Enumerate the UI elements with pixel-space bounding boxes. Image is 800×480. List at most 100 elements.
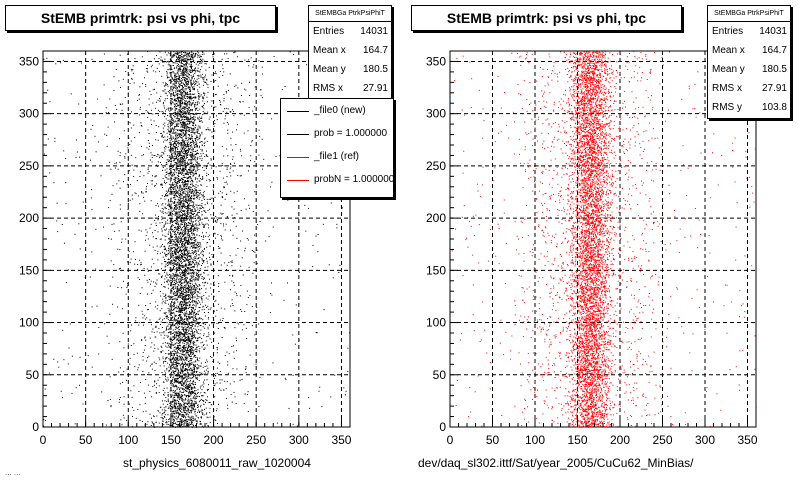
scatter-point [153, 416, 155, 417]
scatter-point [182, 296, 184, 298]
scatter-point [190, 405, 192, 407]
scatter-point [241, 257, 243, 259]
scatter-point [180, 224, 182, 226]
scatter-point [173, 350, 175, 352]
scatter-point [177, 308, 179, 310]
scatter-point [161, 230, 163, 232]
scatter-point [173, 152, 175, 154]
scatter-point [198, 102, 200, 104]
scatter-point [165, 236, 167, 238]
scatter-point [179, 406, 181, 408]
scatter-point [178, 362, 180, 364]
scatter-point [198, 169, 200, 170]
scatter-point [92, 125, 94, 126]
scatter-point [157, 348, 159, 350]
scatter-point [182, 235, 184, 237]
scatter-point [167, 85, 169, 87]
scatter-point [174, 198, 176, 200]
scatter-point [169, 82, 171, 84]
scatter-point [191, 164, 193, 166]
scatter-point [175, 189, 177, 191]
scatter-point [169, 390, 171, 392]
scatter-point [188, 306, 190, 308]
scatter-point [159, 98, 160, 99]
scatter-point [197, 95, 199, 97]
scatter-point [187, 256, 188, 258]
scatter-point [78, 223, 80, 225]
scatter-point [171, 218, 172, 220]
scatter-point [200, 410, 202, 412]
scatter-point [183, 210, 185, 212]
scatter-point [161, 244, 163, 245]
scatter-point [186, 75, 188, 77]
scatter-point [188, 54, 190, 56]
scatter-point [177, 306, 179, 307]
scatter-point [178, 382, 180, 384]
scatter-point [201, 214, 203, 216]
scatter-point [189, 285, 191, 287]
scatter-point [199, 204, 201, 206]
scatter-point [171, 407, 173, 409]
scatter-point [315, 332, 317, 333]
scatter-point [191, 309, 193, 311]
scatter-point [185, 230, 186, 232]
scatter-point [183, 168, 185, 170]
scatter-point [181, 383, 183, 385]
scatter-point [177, 123, 179, 125]
scatter-point [194, 185, 196, 187]
scatter-point [172, 371, 174, 373]
scatter-point [190, 217, 192, 219]
scatter-point [200, 268, 202, 270]
scatter-point [188, 393, 190, 395]
scatter-point [184, 369, 186, 370]
scatter-point [180, 387, 182, 389]
scatter-point [171, 344, 173, 346]
scatter-point [167, 215, 169, 216]
scatter-point [164, 98, 166, 100]
scatter-point [126, 379, 127, 381]
scatter-point [173, 298, 175, 300]
scatter-point [181, 203, 183, 205]
scatter-point [183, 107, 185, 109]
scatter-point [164, 148, 166, 150]
scatter-point [176, 295, 178, 297]
scatter-point [184, 79, 186, 81]
scatter-point [185, 425, 187, 427]
scatter-point [182, 215, 184, 217]
scatter-point [188, 281, 190, 283]
scatter-point [197, 197, 199, 199]
scatter-point [192, 349, 193, 351]
scatter-point [182, 174, 184, 176]
scatter-point [182, 350, 184, 351]
scatter-point [186, 258, 188, 260]
scatter-point [182, 221, 184, 223]
scatter-point [187, 334, 189, 336]
scatter-point [213, 289, 215, 291]
scatter-point [230, 137, 232, 139]
scatter-point [196, 84, 198, 86]
scatter-point [202, 255, 204, 257]
scatter-point [54, 137, 56, 139]
scatter-point [179, 154, 181, 156]
scatter-point [309, 407, 311, 409]
scatter-point [193, 270, 195, 272]
scatter-point [191, 54, 193, 56]
scatter-point [175, 218, 177, 220]
scatter-point [189, 154, 191, 156]
scatter-point [143, 267, 145, 269]
scatter-point [172, 209, 174, 211]
scatter-point [171, 383, 173, 385]
scatter-point [117, 168, 119, 170]
scatter-point [179, 57, 180, 59]
scatter-point [150, 280, 152, 282]
scatter-point [191, 170, 193, 172]
scatter-point [165, 293, 167, 295]
scatter-point [177, 82, 179, 84]
scatter-point [180, 155, 182, 156]
scatter-point [162, 127, 164, 129]
scatter-point [174, 336, 176, 338]
scatter-point [181, 215, 183, 217]
scatter-point [156, 321, 158, 322]
scatter-point [201, 179, 203, 180]
